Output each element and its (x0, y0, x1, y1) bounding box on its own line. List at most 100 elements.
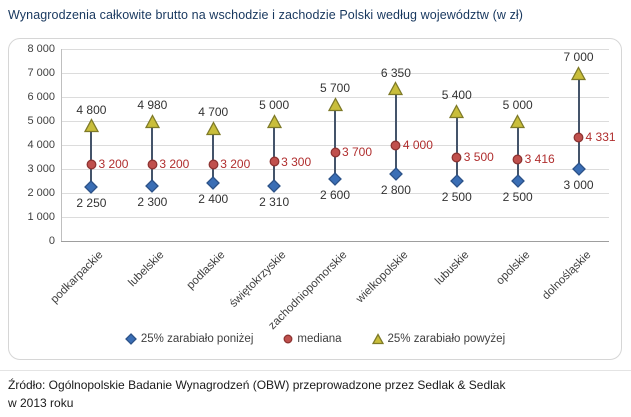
hi-lo-connector (273, 121, 276, 186)
max-value-label: 7 000 (563, 50, 594, 64)
marker-triangle-lubuskie (449, 104, 465, 119)
hi-lo-connector (334, 104, 336, 179)
category-label-dolnośląskie: dolnośląskie (539, 249, 594, 303)
legend-triangle-icon (371, 333, 384, 345)
marker-diamond-lubuskie (449, 174, 464, 188)
marker-diamond-zachodniopomorskie (328, 171, 342, 186)
hi-lo-connector (516, 121, 519, 181)
hi-lo-connector (394, 88, 397, 174)
min-value-label: 3 000 (563, 178, 594, 192)
legend-label: 25% zarabiało poniżej (140, 333, 254, 345)
max-value-label: 4 980 (137, 98, 168, 113)
max-value-label: 4 800 (76, 102, 107, 117)
y-tick-label: 7 000 (27, 67, 55, 79)
hi-lo-connector (455, 111, 458, 181)
median-value-label: 3 300 (281, 154, 312, 169)
median-value-label: 4 000 (402, 138, 433, 152)
y-tick-label: 8 000 (27, 43, 55, 55)
y-tick-label: 2 000 (27, 187, 55, 199)
marker-diamond-dolnośląskie (571, 162, 586, 176)
legend-circle-icon (283, 334, 293, 344)
y-axis-line (61, 49, 62, 241)
min-value-label: 2 500 (441, 190, 472, 204)
marker-triangle-lubelskie (144, 114, 160, 129)
marker-diamond-podlaskie (206, 176, 221, 191)
y-tick-label: 0 (48, 235, 55, 247)
category-label-wielkopolskie: wielkopolskie (353, 249, 411, 306)
category-label-świętokrzyskie: świętokrzyskie (227, 249, 289, 310)
min-value-label: 2 300 (137, 194, 168, 209)
min-value-label: 2 500 (502, 190, 533, 204)
marker-triangle-świętokrzyskie (266, 113, 282, 129)
category-label-lubuskie: lubuskie (432, 249, 472, 288)
max-value-label: 5 000 (259, 98, 290, 112)
marker-triangle-podkarpackie (83, 118, 100, 133)
marker-triangle-podlaskie (205, 120, 221, 136)
source-line-1: Źródło: Ogólnopolskie Badanie Wynagrodze… (8, 378, 506, 392)
min-value-label: 2 250 (76, 196, 107, 210)
min-value-label: 2 310 (259, 194, 290, 209)
legend: 25% zarabiało poniżej mediana 25% zarabiał… (9, 333, 621, 345)
marker-circle-opolskie (512, 154, 523, 165)
category-label-lubelskie: lubelskie (126, 249, 167, 290)
marker-circle-dolnośląskie (573, 132, 584, 143)
gridline (61, 193, 609, 194)
hi-lo-connector (90, 125, 93, 187)
max-value-label: 5 000 (502, 98, 533, 112)
y-tick-label: 1 000 (27, 211, 55, 223)
marker-circle-wielkopolskie (390, 140, 401, 151)
hi-lo-connector (577, 73, 580, 169)
marker-diamond-opolskie (510, 174, 525, 188)
gridline (61, 73, 609, 74)
median-value-label: 3 700 (342, 145, 373, 160)
y-tick-label: 4 000 (27, 139, 55, 151)
source-note: Źródło: Ogólnopolskie Badanie Wynagrodze… (8, 376, 623, 412)
plot-area: 0 1 000 2 000 3 000 4 000 5 000 6 000 7 000 8 00… (9, 39, 621, 359)
median-value-label: 4 331 (585, 130, 616, 145)
hi-lo-connector (151, 121, 154, 186)
legend-item: 25% zarabiało poniżej (124, 333, 254, 345)
x-axis-line (61, 241, 609, 242)
divider-line (0, 370, 631, 371)
category-label-podlaskie: podlaskie (184, 249, 228, 292)
median-value-label: 3 200 (159, 157, 190, 172)
marker-circle-lubelskie (147, 159, 158, 170)
marker-circle-świętokrzyskie (269, 156, 280, 167)
source-line-2: w 2013 roku (8, 396, 74, 410)
category-label-opolskie: opolskie (493, 249, 533, 288)
max-value-label: 4 700 (198, 105, 229, 120)
median-value-label: 3 500 (463, 150, 494, 164)
marker-circle-podkarpackie (86, 159, 97, 170)
max-value-label: 5 700 (319, 81, 351, 96)
min-value-label: 2 400 (198, 192, 229, 207)
marker-triangle-opolskie (510, 113, 526, 129)
y-tick-label: 3 000 (27, 163, 55, 175)
median-value-label: 3 416 (524, 152, 555, 167)
marker-triangle-dolnośląskie (570, 65, 587, 81)
marker-diamond-podkarpackie (84, 180, 99, 194)
marker-diamond-wielkopolskie (388, 166, 403, 181)
marker-triangle-zachodniopomorskie (327, 96, 343, 112)
marker-triangle-wielkopolskie (388, 81, 404, 96)
median-value-label: 3 200 (220, 157, 251, 172)
max-value-label: 6 350 (380, 65, 411, 80)
legend-label: 25% zarabiało powyżej (387, 333, 506, 345)
chart-container: 0 1 000 2 000 3 000 4 000 5 000 6 000 7 000 8 00… (8, 38, 622, 360)
gridline (61, 217, 609, 218)
median-value-label: 3 200 (98, 157, 129, 172)
marker-circle-lubuskie (451, 152, 462, 163)
legend-item: 25% zarabiało powyżej (371, 333, 506, 345)
y-tick-label: 5 000 (27, 115, 55, 127)
category-label-podkarpackie: podkarpackie (49, 249, 106, 306)
min-value-label: 2 800 (380, 182, 411, 197)
y-tick-label: 6 000 (27, 91, 55, 103)
hi-lo-connector (212, 128, 215, 184)
min-value-label: 2 600 (319, 187, 351, 202)
legend-item: mediana (283, 333, 342, 345)
marker-diamond-lubelskie (145, 178, 160, 193)
marker-circle-zachodniopomorskie (330, 147, 341, 158)
gridline (61, 49, 609, 50)
legend-label: mediana (297, 333, 342, 345)
chart-title: Wynagrodzenia całkowite brutto na wschod… (8, 8, 524, 22)
marker-diamond-świętokrzyskie (267, 178, 282, 193)
